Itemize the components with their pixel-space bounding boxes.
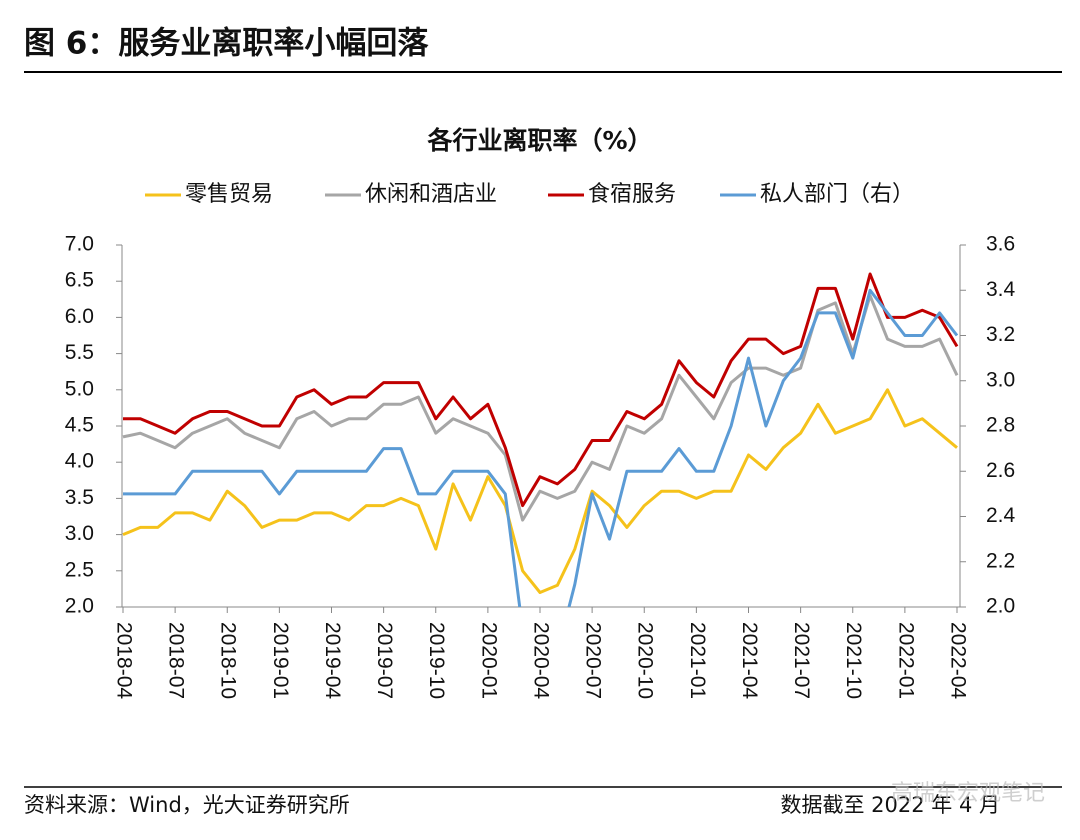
- x-tick-label: 2021-10: [842, 622, 865, 699]
- y2-tick-label: 2.2: [986, 549, 1015, 572]
- x-tick-label: 2019-10: [425, 622, 448, 699]
- plot-area: [122, 272, 959, 607]
- y2-tick-label: 3.2: [986, 323, 1015, 346]
- page-title: 图 6：服务业离职率小幅回落: [24, 26, 429, 62]
- legend-label: 食宿服务: [588, 182, 676, 207]
- watermark: 高瑞东宏观笔记: [891, 781, 1045, 806]
- y-tick-label: 6.5: [65, 269, 94, 292]
- legend-label: 零售贸易: [185, 182, 273, 207]
- y2-tick-label: 2.6: [986, 459, 1015, 482]
- x-tick-label: 2018-04: [112, 622, 135, 699]
- x-tick-label: 2019-07: [373, 622, 396, 699]
- y-tick-label: 5.5: [65, 341, 94, 364]
- x-tick-label: 2018-10: [217, 622, 240, 699]
- y2-tick-label: 2.0: [986, 595, 1015, 618]
- series-line: [123, 272, 959, 508]
- x-tick-label: 2019-04: [321, 622, 344, 699]
- note: 数据截至 2022 年 4 月: [780, 793, 1000, 817]
- y2-tick-label: 3.6: [986, 233, 1015, 256]
- y-tick-label: 4.0: [65, 450, 94, 473]
- y2-tick-label: 3.0: [986, 368, 1015, 391]
- series-line: [123, 288, 959, 607]
- series-line: [122, 294, 959, 522]
- x-tick-label: 2019-01: [269, 622, 292, 699]
- x-tick-label: 2022-04: [946, 622, 969, 699]
- y-tick-label: 3.5: [65, 486, 94, 509]
- y-tick-label: 6.0: [65, 305, 94, 328]
- y-tick-label: 7.0: [65, 233, 94, 256]
- y-tick-label: 3.0: [65, 522, 94, 545]
- x-tick-label: 2022-01: [894, 622, 917, 699]
- source: 资料来源：Wind，光大证券研究所: [24, 793, 350, 817]
- y2-tick-label: 2.8: [986, 414, 1015, 437]
- x-tick-label: 2021-07: [790, 622, 813, 699]
- x-tick-label: 2021-01: [686, 622, 709, 699]
- legend-label: 休闲和酒店业: [365, 182, 497, 207]
- chart-title: 各行业离职率（%）: [426, 126, 652, 155]
- y2-tick-label: 2.4: [986, 504, 1016, 527]
- y-tick-label: 2.5: [65, 558, 94, 581]
- x-tick-label: 2020-01: [477, 622, 500, 699]
- y-tick-label: 2.0: [65, 595, 94, 618]
- y-tick-label: 4.5: [65, 414, 94, 437]
- x-tick-label: 2020-07: [582, 622, 605, 699]
- legend-label: 私人部门（右）: [760, 182, 914, 207]
- y-tick-label: 5.0: [65, 377, 94, 400]
- x-tick-label: 2020-10: [634, 622, 657, 699]
- series-line: [122, 388, 958, 594]
- y2-tick-label: 3.4: [986, 278, 1016, 301]
- x-tick-label: 2021-04: [738, 622, 761, 699]
- x-tick-label: 2020-04: [529, 622, 552, 699]
- x-tick-label: 2018-07: [165, 622, 188, 699]
